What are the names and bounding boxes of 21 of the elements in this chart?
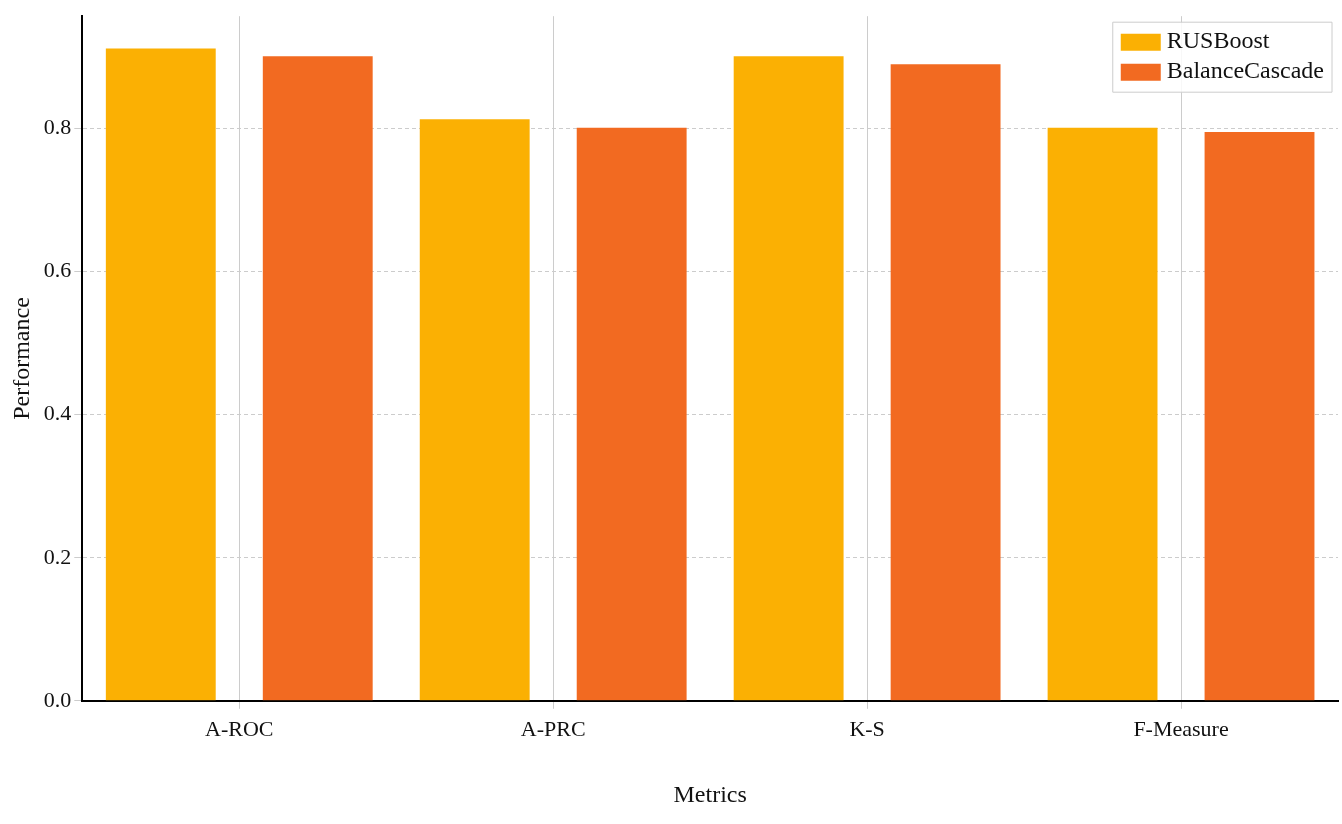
y-tick-label: 0.0 — [43, 686, 72, 712]
x-axis-title: Metrics — [673, 780, 747, 807]
bar — [105, 48, 216, 701]
y-tick-label: 0.6 — [43, 257, 72, 283]
y-tick-label: 0.2 — [43, 543, 72, 569]
y-tick-label: 0.8 — [43, 114, 72, 140]
x-tick-label: F-Measure — [1133, 715, 1229, 741]
legend-label: BalanceCascade — [1166, 57, 1325, 84]
bar — [1047, 127, 1158, 701]
bar — [733, 56, 844, 701]
y-axis-title: Performance — [7, 297, 34, 420]
x-tick-label: A-PRC — [520, 715, 586, 741]
bar — [890, 64, 1001, 701]
bar — [1204, 132, 1315, 701]
bar — [262, 56, 373, 701]
bar — [576, 127, 687, 701]
bar — [419, 119, 530, 701]
x-tick-label: A-ROC — [205, 715, 274, 741]
y-tick-label: 0.4 — [43, 400, 72, 426]
legend-label: RUSBoost — [1166, 27, 1270, 54]
x-tick-label: K-S — [849, 715, 885, 741]
